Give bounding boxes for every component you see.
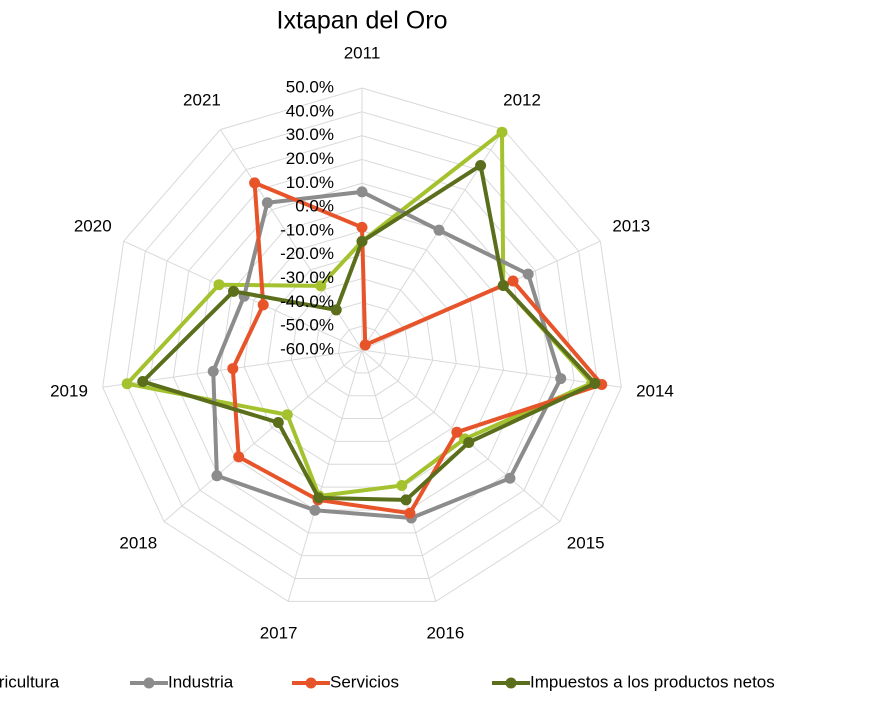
y-tick-label: -30.0% (280, 268, 334, 287)
chart-title: Ixtapan del Oro (277, 7, 448, 35)
grid-ring (125, 111, 599, 580)
data-point (497, 279, 509, 291)
y-tick-label: -40.0% (280, 292, 334, 311)
y-tick-label: 10.0% (286, 173, 334, 192)
data-point (228, 285, 240, 297)
data-point (309, 504, 321, 516)
data-point (121, 378, 133, 390)
data-point (356, 221, 368, 233)
category-label: 2015 (567, 533, 605, 552)
data-point (400, 494, 412, 506)
spoke (361, 349, 622, 388)
y-tick-label: -50.0% (280, 316, 334, 335)
data-point (396, 480, 408, 492)
data-point (281, 409, 293, 421)
y-tick-label: -20.0% (280, 244, 334, 263)
grid-ring (290, 278, 434, 420)
y-tick-label: 50.0% (286, 77, 334, 96)
data-point (507, 275, 519, 287)
spoke (287, 349, 363, 602)
category-label: 2017 (260, 623, 298, 642)
y-tick-label: -60.0% (280, 339, 334, 358)
legend-label: Impuestos a los productos netos (530, 672, 775, 691)
data-point (213, 279, 225, 291)
spoke (361, 349, 437, 602)
y-tick-label: 0.0% (295, 197, 334, 216)
data-point (555, 373, 567, 385)
data-point (207, 365, 219, 377)
grid-ring (172, 158, 552, 534)
data-point (463, 436, 475, 448)
data-point (233, 451, 245, 463)
data-point (359, 339, 371, 351)
category-label: 2013 (612, 217, 650, 236)
data-point (315, 280, 327, 292)
data-point (356, 235, 368, 247)
y-tick-label: -10.0% (280, 220, 334, 239)
category-label: 2011 (344, 43, 381, 62)
y-tick-label: 20.0% (286, 149, 334, 168)
data-point (522, 268, 534, 280)
data-point (433, 224, 445, 236)
data-point (504, 472, 516, 484)
grid-ring (267, 254, 457, 442)
series-line (211, 189, 563, 520)
data-point (330, 304, 342, 316)
category-label: 2018 (119, 533, 157, 552)
y-tick-label: 40.0% (286, 101, 334, 120)
category-label: 2021 (183, 90, 221, 109)
legend-marker (505, 677, 517, 689)
data-point (137, 376, 149, 388)
data-point (211, 470, 223, 482)
data-point (272, 417, 284, 429)
data-point (313, 492, 325, 504)
grid-ring (220, 206, 504, 488)
category-label: 2012 (503, 90, 541, 109)
series-line (140, 163, 597, 502)
data-point (227, 363, 239, 375)
data-point (589, 377, 601, 389)
data-point (475, 159, 487, 171)
data-point (356, 186, 368, 198)
spoke (163, 349, 363, 522)
data-point (496, 126, 508, 138)
legend-label: Servicios (330, 672, 399, 691)
data-point (249, 177, 261, 189)
legend-label: Agricultura (0, 672, 60, 691)
data-point (257, 299, 269, 311)
grid-ring (102, 87, 622, 602)
legend-marker (143, 677, 155, 689)
grid-ring (149, 135, 575, 557)
category-label: 2016 (426, 623, 464, 642)
category-label: 2014 (636, 382, 674, 401)
legend-marker (305, 677, 317, 689)
category-label: 2019 (50, 382, 88, 401)
data-point (451, 426, 463, 438)
y-tick-label: 30.0% (286, 125, 334, 144)
category-label: 2020 (74, 217, 112, 236)
series-line (230, 180, 604, 516)
data-point (404, 507, 416, 519)
data-point (261, 197, 273, 209)
legend-label: Industria (168, 672, 234, 691)
